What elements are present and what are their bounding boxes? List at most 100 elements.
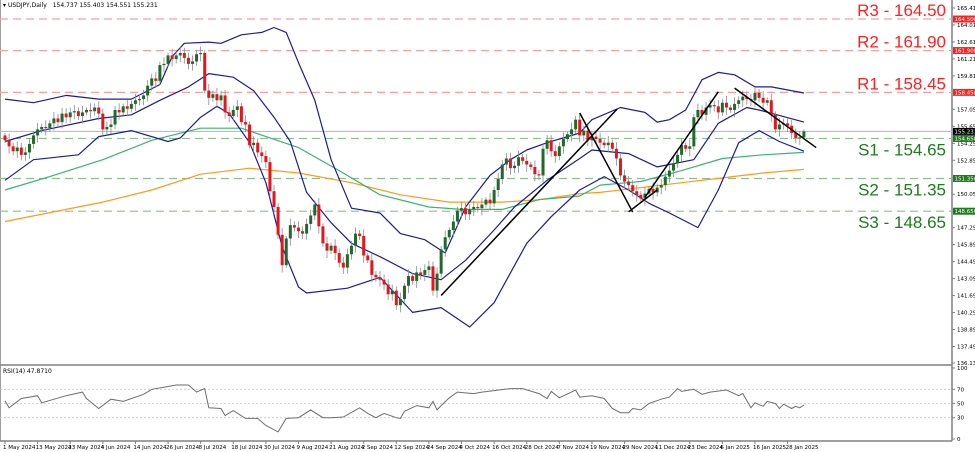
candle	[480, 197, 484, 216]
candle	[296, 221, 300, 239]
candle	[101, 108, 105, 135]
candle	[288, 218, 292, 246]
candle-body-bearish	[761, 97, 765, 103]
level-r3-box	[953, 15, 975, 23]
candle-body-bearish	[769, 100, 773, 115]
trendlines[interactable]	[440, 87, 817, 296]
candle-body-bullish	[688, 146, 692, 149]
candle-body-bullish	[23, 152, 27, 155]
candle	[708, 99, 712, 114]
level-label-r1: R1 - 158.45	[857, 74, 946, 93]
candle	[398, 292, 402, 313]
candle	[386, 279, 390, 301]
candle-body-bearish	[239, 106, 243, 123]
candle-body-bullish	[133, 100, 137, 104]
time-tick-label: 21 Aug 2024	[329, 445, 365, 451]
candle	[737, 96, 741, 109]
candle	[243, 115, 247, 132]
candle-body-bullish	[777, 124, 781, 130]
candle	[423, 264, 427, 282]
candle	[464, 202, 468, 220]
candle-body-bullish	[121, 106, 125, 113]
candle	[390, 284, 394, 301]
time-tick-label: 14 Jun 2024	[133, 445, 167, 451]
candle	[174, 51, 178, 64]
candle	[427, 260, 431, 277]
candle	[606, 136, 610, 153]
candle	[370, 253, 374, 283]
candle-body-bullish	[174, 55, 178, 60]
candle-body-bullish	[557, 146, 561, 157]
price-tick-label: 155.650	[957, 124, 975, 130]
candle-body-bearish	[618, 158, 622, 176]
level-s2-box	[953, 174, 975, 182]
candle-body-bullish	[484, 199, 488, 205]
candle	[602, 139, 606, 149]
candle	[504, 152, 508, 171]
candle-body-bearish	[207, 90, 211, 98]
candle-body-bullish	[158, 65, 162, 81]
candle	[508, 152, 512, 175]
candle	[627, 176, 631, 192]
candle-body-bullish	[565, 134, 569, 140]
candle	[451, 214, 455, 238]
candle	[349, 240, 353, 260]
candle	[186, 52, 190, 70]
candle-body-bearish	[578, 119, 582, 136]
price-tick-label: 157.050	[957, 107, 975, 113]
trendline[interactable]	[440, 108, 618, 296]
candle	[125, 99, 129, 117]
candle	[517, 150, 521, 173]
candle-body-bullish	[590, 136, 594, 141]
candle-body-bullish	[60, 113, 64, 123]
time-tick-label: 1 May 2024	[3, 445, 36, 451]
level-r1-box	[953, 88, 975, 96]
price-tick-label: 161.210	[957, 57, 975, 63]
candle-body-bullish	[80, 112, 84, 117]
candle-body-bearish	[276, 206, 280, 235]
price-tick-label: 165.410	[957, 6, 975, 12]
candle-body-bullish	[52, 118, 56, 124]
candle-body-bullish	[504, 158, 508, 165]
candle	[333, 239, 337, 261]
collapse-arrow-icon[interactable]: ▾	[3, 2, 7, 9]
candle-body-bullish	[162, 63, 166, 66]
candle	[435, 267, 439, 298]
candle	[537, 170, 541, 181]
candle-body-bullish	[447, 229, 451, 238]
candle	[366, 252, 370, 264]
ma-orange-line	[4, 167, 804, 223]
trendline[interactable]	[579, 112, 634, 213]
candle	[468, 204, 472, 220]
candle-body-bullish	[513, 165, 516, 169]
candle-body-bearish	[268, 162, 272, 192]
candle	[113, 105, 117, 130]
candle-body-bearish	[19, 147, 23, 155]
trendline[interactable]	[734, 87, 817, 149]
candle	[170, 48, 174, 67]
candle	[557, 142, 561, 161]
candle-body-bullish	[737, 100, 741, 104]
trendline[interactable]	[628, 189, 658, 213]
candle	[765, 97, 769, 106]
candle-body-bearish	[321, 226, 325, 244]
candle-body-bearish	[44, 126, 48, 129]
candle	[623, 169, 627, 188]
rsi-tick-label: 30	[957, 416, 964, 422]
candle-body-bearish	[614, 148, 618, 159]
candle-body-bullish	[72, 111, 76, 113]
candle	[635, 184, 639, 202]
candle-body-bearish	[280, 234, 284, 266]
candle-body-bearish	[712, 105, 716, 107]
candle	[337, 248, 341, 268]
bollinger-middle-line	[4, 72, 805, 281]
candle-body-bullish	[663, 176, 667, 186]
level-s3-box	[953, 207, 975, 215]
candle-body-bullish	[492, 189, 496, 204]
candle	[146, 80, 150, 102]
candle	[64, 108, 68, 124]
time-tick-label: 2 Sep 2024	[362, 445, 394, 451]
rsi-tick-label: 70	[957, 387, 964, 393]
trendline[interactable]	[644, 91, 719, 198]
